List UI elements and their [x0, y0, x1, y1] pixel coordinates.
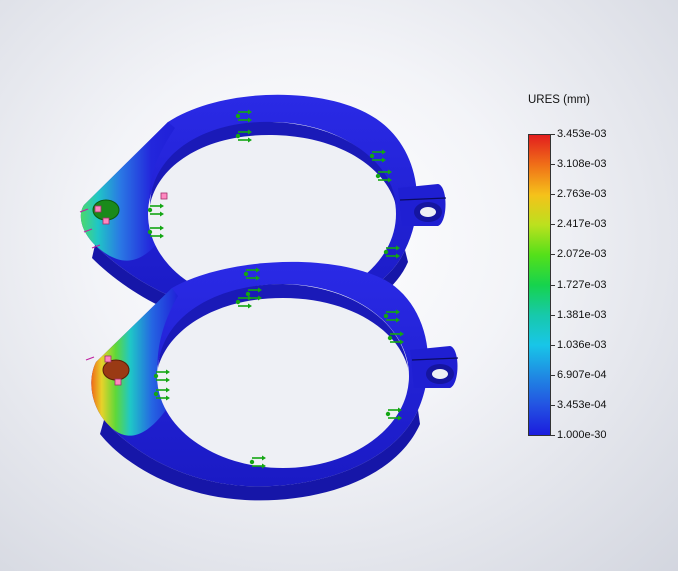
legend-tick-mark	[551, 314, 555, 316]
load-group	[79, 192, 168, 386]
legend-tick-label: 1.000e-30	[557, 429, 607, 441]
legend-tick-mark	[551, 224, 555, 226]
fixture-arrow-icon	[385, 407, 402, 421]
fixture-arrow-icon	[369, 149, 386, 163]
legend-tick-label: 3.453e-04	[557, 398, 607, 411]
legend-tick-mark	[551, 404, 555, 406]
load-marker-icon	[114, 378, 122, 386]
load-marker-icon	[102, 217, 110, 225]
legend-tick-mark	[551, 194, 555, 196]
legend-title: URES (mm)	[528, 94, 590, 106]
fixture-arrow-icon	[153, 387, 170, 401]
load-arrow-icon	[79, 208, 89, 213]
lower-ring-bore	[157, 284, 409, 468]
load-marker-icon	[104, 355, 112, 363]
fixture-arrow-icon	[147, 203, 164, 217]
fixture-arrow-icon	[235, 109, 252, 123]
legend-tick-label: 1.036e-03	[557, 338, 607, 351]
legend-tick-mark	[551, 344, 555, 346]
legend-tick-mark	[551, 435, 555, 436]
legend-tick-mark	[551, 284, 555, 286]
fixture-arrow-icon	[249, 455, 266, 469]
fixture-arrow-icon	[243, 267, 260, 281]
lower-pin-hole	[102, 359, 130, 381]
fixture-arrow-icon	[387, 331, 404, 345]
load-arrow-icon	[91, 244, 101, 249]
fixture-arrow-icon	[153, 369, 170, 383]
legend-tick-mark	[551, 164, 555, 166]
legend-tick-label: 6.907e-04	[557, 368, 607, 381]
upper-ring-bore	[148, 122, 396, 306]
load-arrow-icon	[83, 228, 93, 233]
legend-tick-mark	[551, 374, 555, 376]
load-marker-icon	[94, 205, 102, 213]
upper-clip-tab	[398, 184, 447, 226]
legend-tick-label: 2.417e-03	[557, 218, 607, 231]
fixture-arrow-icon	[383, 245, 400, 259]
legend-tick-label: 2.763e-03	[557, 188, 607, 201]
lower-clip-tab	[410, 346, 459, 388]
legend-tick-label: 2.072e-03	[557, 248, 607, 261]
lower-ring-part[interactable]	[91, 261, 459, 501]
fixture-arrow-icon	[147, 225, 164, 239]
fixture-arrow-icon	[383, 309, 400, 323]
lower-bore-wall	[158, 284, 408, 368]
load-arrow-icon	[85, 356, 95, 361]
legend-colorbar	[528, 134, 551, 436]
fixture-arrow-icon	[235, 129, 252, 143]
results-legend: URES (mm) 3.453e-03 3.108e-03 2.763e-03 2.4…	[520, 90, 670, 450]
legend-tick-mark	[551, 134, 555, 135]
load-marker-icon	[160, 192, 168, 200]
legend-tick-label: 1.381e-03	[557, 308, 607, 321]
legend-tick-label: 1.727e-03	[557, 278, 607, 291]
fixture-arrow-icon	[245, 287, 262, 301]
fixture-arrow-icon	[375, 169, 392, 183]
fixture-arrow-icon	[235, 295, 252, 309]
legend-tick-label: 3.108e-03	[557, 158, 607, 171]
fixture-group	[147, 109, 404, 469]
legend-tick-label: 3.453e-03	[557, 128, 607, 140]
legend-tick-mark	[551, 254, 555, 256]
upper-bore-wall	[150, 121, 396, 205]
lower-ring-side	[100, 410, 420, 501]
